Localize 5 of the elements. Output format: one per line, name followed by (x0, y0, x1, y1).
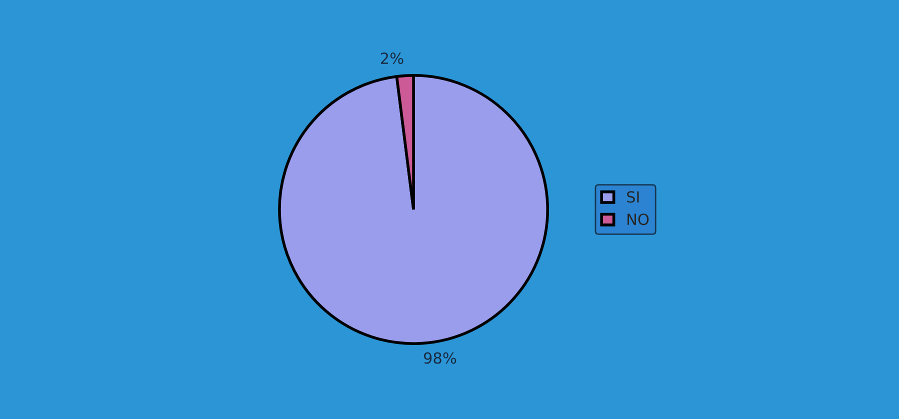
data-label: 98% (424, 352, 456, 364)
legend-label: SI (627, 191, 639, 203)
legend-label: NO (628, 214, 649, 226)
pie-slice (278, 74, 550, 345)
data-label: 2% (380, 52, 404, 64)
